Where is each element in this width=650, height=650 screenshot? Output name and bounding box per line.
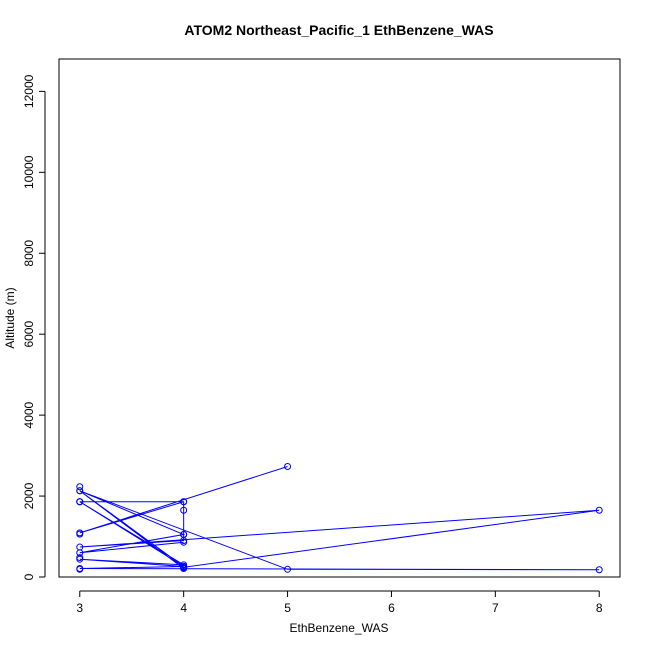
data-point: [595, 566, 603, 574]
data-point: [180, 506, 188, 514]
y-tick-label: 0: [22, 573, 36, 580]
data-point: [76, 549, 84, 557]
y-axis-label: Altitude (m): [3, 287, 17, 348]
data-point: [180, 564, 188, 572]
data-point: [76, 487, 84, 495]
y-tick-label: 12000: [22, 74, 36, 108]
data-point: [180, 498, 188, 506]
x-tick-label: 7: [492, 601, 499, 615]
data-point: [284, 565, 292, 573]
x-tick-label: 3: [76, 601, 83, 615]
plot-area: [76, 463, 603, 574]
data-point: [76, 483, 84, 491]
x-tick-label: 5: [284, 601, 291, 615]
x-tick-label: 4: [180, 601, 187, 615]
y-tick-label: 10000: [22, 155, 36, 189]
data-point: [76, 565, 84, 573]
y-axis: 0 2000 4000 6000 8000 10000 12000: [22, 74, 46, 580]
series-line: [79, 466, 600, 571]
plot-frame: [58, 58, 621, 578]
x-axis: 3 4 5 6 7 8: [76, 590, 603, 615]
data-point: [595, 506, 603, 514]
x-tick-label: 8: [596, 601, 603, 615]
data-point: [76, 498, 84, 506]
y-tick-label: 8000: [22, 240, 36, 267]
data-point: [76, 530, 84, 538]
y-tick-label: 2000: [22, 482, 36, 509]
data-point: [76, 554, 84, 562]
x-tick-label: 6: [388, 601, 395, 615]
chart-title: ATOM2 Northeast_Pacific_1 EthBenzene_WAS: [184, 22, 493, 38]
y-tick-label: 6000: [22, 321, 36, 348]
data-point: [284, 463, 292, 471]
data-point: [180, 531, 188, 539]
x-axis-label: EthBenzene_WAS: [290, 621, 389, 635]
data-point: [180, 538, 188, 546]
y-tick-label: 4000: [22, 401, 36, 428]
